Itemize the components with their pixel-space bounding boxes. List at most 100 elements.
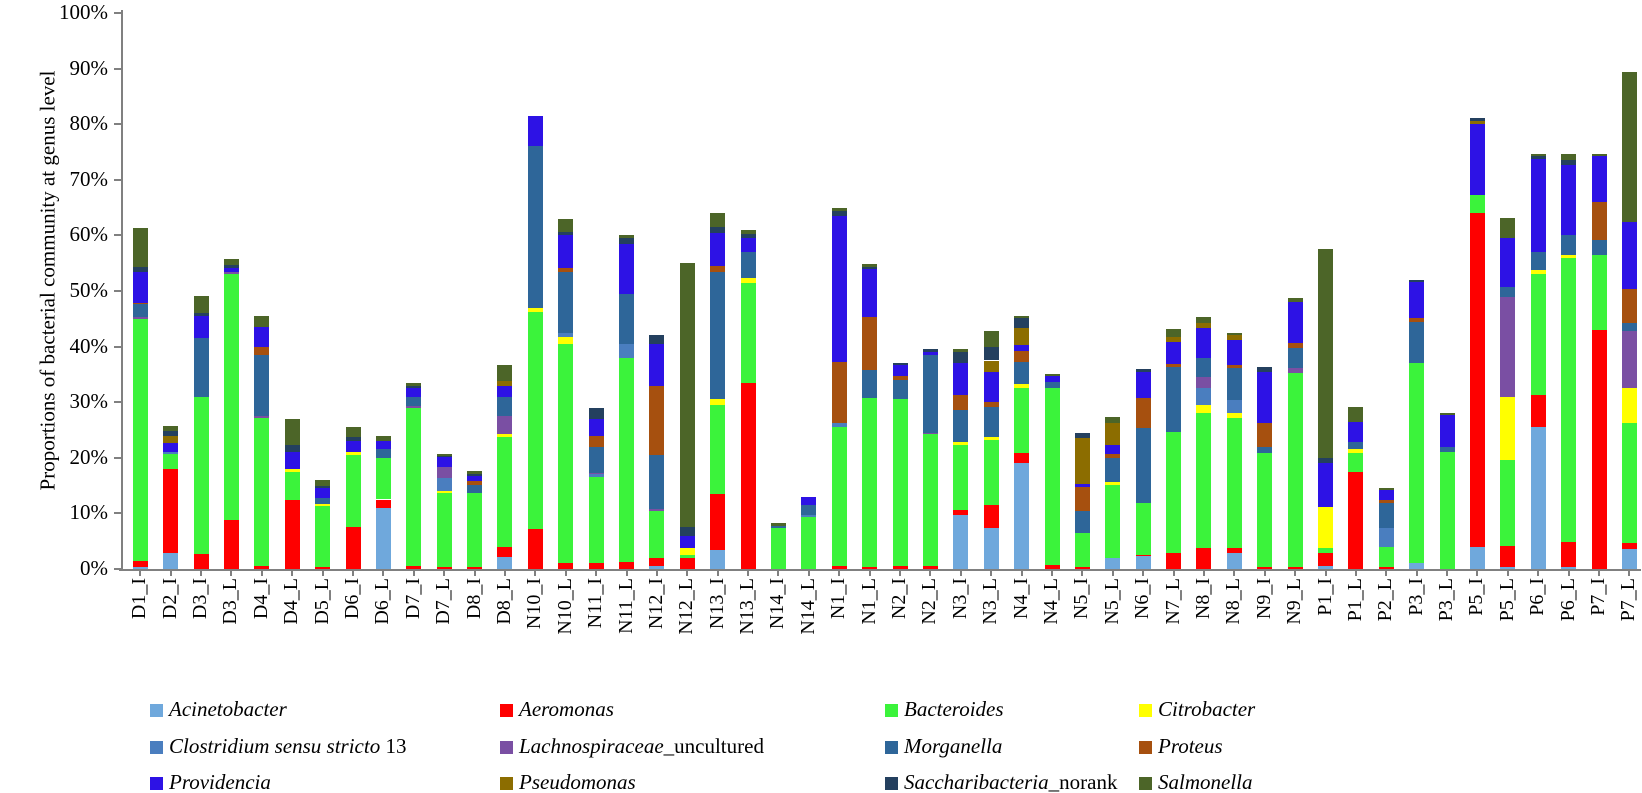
y-tick-label: 10% [69, 500, 109, 525]
bar-segment-N8_I [1196, 328, 1212, 358]
bar-segment-P1_I [1318, 566, 1333, 569]
y-tick-mark [114, 234, 121, 237]
bar-segment-N11_I [588, 418, 604, 436]
bar-segment-P6_L [1561, 164, 1577, 235]
bar-segment-N11_I [588, 435, 604, 447]
bar-segment-N11_L [619, 562, 635, 569]
x-tick-mark [352, 571, 355, 576]
legend-label: Acinetobacter [169, 697, 287, 721]
bar-segment-N2_I [892, 379, 908, 400]
bar-segment-N11_I [588, 446, 604, 473]
bar-segment-N10_I [527, 307, 543, 313]
bar-segment-D8_L [497, 381, 513, 387]
bar-segment-D1_I [132, 304, 148, 317]
legend-label: Pseudomonas [519, 770, 636, 793]
bar-segment-D1_I [132, 266, 148, 273]
bar-segment-D2_I [163, 468, 179, 554]
legend-label: Salmonella [1158, 770, 1253, 793]
legend-label: Aeromonas [519, 697, 614, 721]
legend-swatch-icon [1139, 777, 1152, 790]
bar-segment-P6_L [1561, 541, 1577, 567]
bar-segment-D7_I [406, 386, 422, 389]
bar-segment-N5_L [1105, 457, 1121, 482]
bar-segment-N11_I [588, 563, 604, 569]
bar-segment-N3_I [953, 441, 969, 445]
x-tick-mark [1537, 571, 1540, 576]
bar-segment-N9_I [1257, 372, 1273, 424]
bar-segment-N11_I [588, 472, 604, 475]
bar-segment-N3_I [953, 352, 969, 364]
bar-segment-N9_L [1287, 373, 1303, 568]
bar-segment-N13_L [740, 282, 756, 383]
legend-label: Lachnospiraceae [519, 734, 664, 758]
bar-segment-N9_L [1287, 298, 1303, 303]
x-tick-mark [1202, 571, 1205, 576]
bar-segment-N6_I [1135, 502, 1151, 556]
bar-segment-P5_L [1500, 567, 1516, 569]
bar-segment-N12_I [649, 510, 665, 558]
x-category-label: D4_I [249, 578, 272, 620]
x-tick-mark [1476, 571, 1479, 576]
bar-segment-N4_I [1014, 316, 1030, 319]
y-tick-mark [114, 178, 121, 181]
x-category-label: P2_L [1374, 578, 1397, 622]
bar-segment-P1_I [1318, 249, 1333, 458]
bar-segment-N9_L [1287, 368, 1303, 374]
bar-segment-N7_L [1166, 337, 1182, 343]
bar-segment-D3_I [193, 296, 209, 313]
x-tick-mark [1020, 571, 1023, 576]
x-category-label: N2_L [918, 578, 941, 625]
legend-item: Acinetobacter [150, 697, 287, 722]
bar-segment-N6_I [1135, 369, 1151, 373]
legend-label-suffix: _norank [1048, 770, 1118, 793]
x-category-label: N10_I [523, 578, 546, 630]
bar-segment-D3_I [193, 312, 209, 316]
bar-segment-N10_I [527, 312, 543, 529]
bar-segment-N5_L [1105, 454, 1121, 458]
bar-segment-N3_L [983, 331, 999, 347]
bar-segment-P1_L [1348, 471, 1364, 569]
x-tick-mark [200, 571, 203, 576]
bar-segment-N3_L [983, 436, 999, 440]
bar-segment-N11_L [619, 293, 635, 344]
bar-segment-N1_L [862, 264, 878, 268]
bar-segment-P2_L [1378, 527, 1394, 547]
x-tick-mark [1081, 571, 1084, 576]
bar-segment-D7_L [436, 455, 452, 458]
bar-segment-N9_L [1287, 302, 1303, 344]
x-tick-mark [929, 571, 932, 576]
bar-segment-N10_I [527, 146, 543, 308]
bar-segment-N14_I [770, 525, 786, 528]
bar-segment-P6_L [1561, 258, 1577, 542]
x-category-label: D8_L [492, 578, 515, 625]
bar-segment-P1_L [1348, 449, 1364, 453]
bar-segment-N8_I [1196, 388, 1212, 405]
bar-segment-D8_L [497, 546, 513, 557]
x-axis-line [119, 569, 1641, 571]
x-tick-mark [1415, 571, 1418, 576]
bar-segment-D2_I [163, 436, 179, 444]
bar-segment-P2_L [1378, 490, 1394, 501]
bar-segment-N5_I [1074, 486, 1090, 511]
bar-segment-N8_L [1226, 334, 1242, 340]
y-tick-label: 40% [69, 333, 109, 358]
bar-segment-D7_L [436, 453, 452, 456]
bar-segment-D4_I [254, 316, 270, 328]
bar-segment-N2_L [922, 349, 938, 352]
legend-label: Morganella [904, 734, 1003, 758]
bar-segment-D3_I [193, 553, 209, 569]
bar-segment-N8_I [1196, 357, 1212, 378]
bar-segment-D4_I [254, 418, 270, 566]
bar-segment-N11_L [619, 238, 635, 244]
bar-segment-N13_L [740, 229, 756, 235]
bar-segment-N13_I [710, 549, 726, 569]
bar-segment-D5_L [315, 480, 331, 486]
x-tick-mark [473, 571, 476, 576]
bar-segment-N8_I [1196, 413, 1212, 548]
bar-segment-N11_L [619, 343, 635, 358]
bar-segment-P7_I [1591, 254, 1607, 330]
y-tick-label: 30% [69, 389, 109, 414]
bar-segment-N3_I [953, 394, 969, 410]
bar-segment-P7_I [1591, 329, 1607, 569]
x-tick-mark [655, 571, 658, 576]
